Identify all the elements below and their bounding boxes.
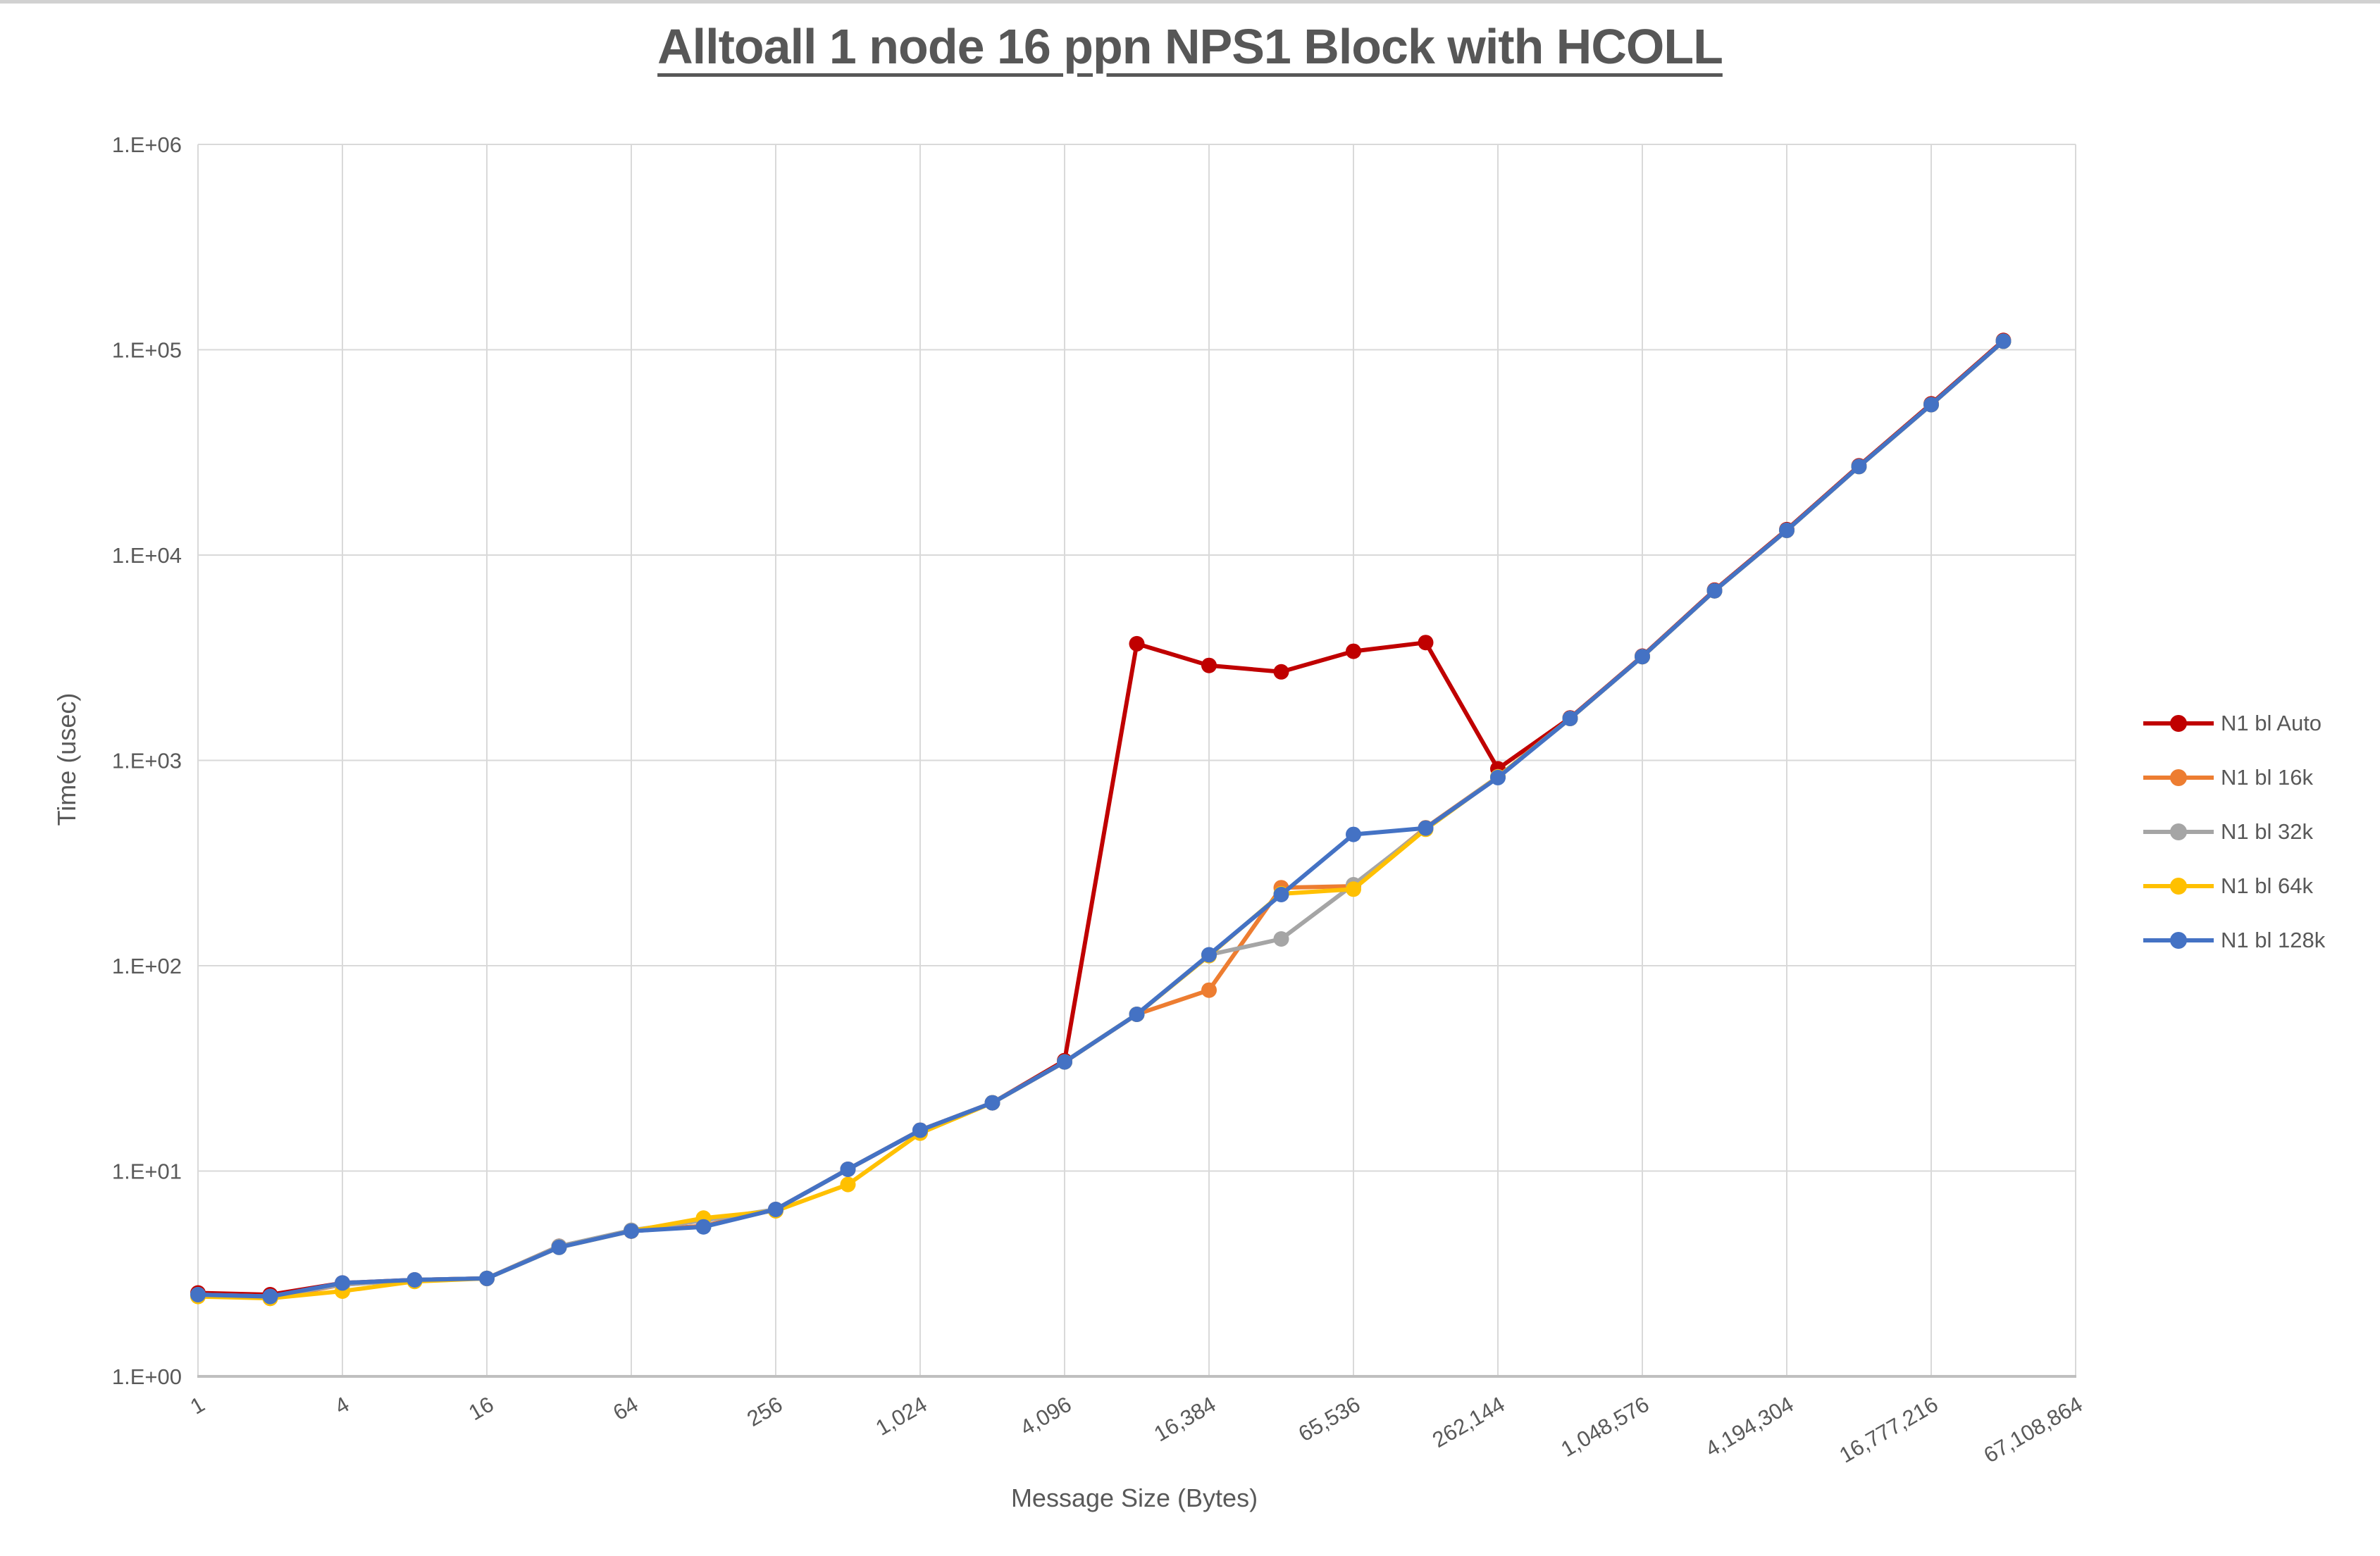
legend-item: N1 bl 16k (2143, 750, 2376, 804)
series-line-n1-bl-128k (196, 339, 2006, 1299)
window-edge-strip (0, 0, 2380, 4)
y-tick-label: 1.E+00 (112, 1364, 182, 1389)
series-marker-n1-bl-128k (984, 1095, 1000, 1111)
series-marker-n1-bl-128k (335, 1275, 350, 1291)
series-marker-n1-bl-128k (479, 1270, 495, 1286)
series-marker-n1-bl-128k (1346, 826, 1361, 842)
y-tick-label: 1.E+06 (112, 132, 182, 157)
legend-item: N1 bl Auto (2143, 696, 2376, 750)
series-marker-n1-bl-auto (1273, 664, 1289, 680)
series-marker-n1-bl-128k (190, 1287, 206, 1302)
series-marker-n1-bl-128k (624, 1223, 639, 1239)
x-tick-label: 4,194,304 (1702, 1392, 1798, 1462)
series-marker-n1-bl-64k (840, 1176, 856, 1193)
y-tick-label: 1.E+02 (112, 954, 182, 978)
x-tick-label: 256 (743, 1392, 786, 1431)
series-marker-n1-bl-128k (1851, 459, 1867, 475)
legend-swatch-icon (2143, 823, 2214, 840)
series-marker-n1-bl-128k (1562, 711, 1578, 726)
x-tick-label: 4 (330, 1392, 353, 1419)
legend-item: N1 bl 64k (2143, 859, 2376, 913)
legend-item-label: N1 bl Auto (2221, 710, 2322, 735)
series-marker-n1-bl-128k (1706, 583, 1723, 599)
x-axis-title: Message Size (Bytes) (1010, 1483, 1258, 1512)
x-tick-label: 1,048,576 (1557, 1392, 1654, 1462)
series-marker-n1-bl-128k (1995, 333, 2012, 349)
x-tick-label: 16,777,216 (1835, 1392, 1942, 1468)
series-line-n1-bl-16k (196, 339, 2006, 1301)
legend-swatch-icon (2143, 877, 2214, 895)
x-tick-label: 262,144 (1428, 1392, 1509, 1452)
x-tick-label: 16 (464, 1392, 497, 1426)
series-marker-n1-bl-128k (1057, 1054, 1072, 1070)
series-marker-n1-bl-128k (1490, 769, 1506, 785)
x-tick-label: 16,384 (1150, 1392, 1220, 1447)
x-tick-label: 1 (186, 1392, 209, 1419)
legend-swatch-icon (2143, 931, 2214, 949)
series-marker-n1-bl-128k (1129, 1007, 1145, 1022)
x-tick-label: 4,096 (1016, 1392, 1076, 1440)
chart-title: Alltoall 1 node 16 ppn NPS1 Block with H… (657, 19, 1723, 74)
legend-item: N1 bl 32k (2143, 804, 2376, 859)
y-tick-label: 1.E+01 (112, 1159, 182, 1184)
legend-item-label: N1 bl 64k (2221, 873, 2313, 898)
series-line-n1-bl-32k (196, 339, 2006, 1299)
series-marker-n1-bl-128k (1635, 649, 1650, 665)
legend-item-label: N1 bl 128k (2221, 927, 2326, 952)
series-marker-n1-bl-auto (1129, 635, 1145, 652)
x-tick-label: 64 (609, 1392, 642, 1426)
series-marker-n1-bl-16k (1201, 982, 1217, 998)
legend-item: N1 bl 128k (2143, 913, 2376, 967)
x-tick-label: 67,108,864 (1980, 1392, 2087, 1468)
legend: N1 bl Auto N1 bl 16k N1 bl 32k N1 bl 64k N1 … (2143, 696, 2376, 967)
series-marker-n1-bl-128k (768, 1202, 783, 1217)
series-marker-n1-bl-auto (1418, 635, 1434, 651)
series-marker-n1-bl-64k (1346, 881, 1361, 897)
x-tick-label: 65,536 (1294, 1392, 1365, 1447)
series-marker-n1-bl-128k (1418, 820, 1434, 836)
series-marker-n1-bl-128k (1779, 522, 1795, 538)
series-line-n1-bl-64k (196, 339, 2006, 1301)
series-marker-n1-bl-128k (695, 1219, 712, 1235)
legend-item-label: N1 bl 32k (2221, 819, 2313, 844)
legend-swatch-icon (2143, 768, 2214, 786)
legend-item-label: N1 bl 16k (2221, 764, 2313, 790)
y-tick-label: 1.E+04 (112, 543, 182, 568)
series-marker-n1-bl-128k (262, 1288, 278, 1305)
series-marker-n1-bl-128k (840, 1162, 856, 1177)
series-line-n1-bl-auto (196, 338, 2006, 1297)
y-tick-label: 1.E+03 (112, 749, 182, 773)
series-marker-n1-bl-128k (1923, 397, 1939, 413)
x-tick-label: 1,024 (872, 1392, 931, 1440)
series-marker-n1-bl-128k (551, 1239, 567, 1255)
series-marker-n1-bl-auto (1346, 643, 1361, 659)
series-marker-n1-bl-128k (407, 1272, 423, 1288)
series-marker-n1-bl-auto (1201, 657, 1217, 673)
series-marker-n1-bl-128k (1201, 947, 1217, 963)
legend-swatch-icon (2143, 714, 2214, 732)
y-tick-label: 1.E+05 (112, 338, 182, 363)
series-marker-n1-bl-128k (912, 1122, 928, 1138)
series-marker-n1-bl-128k (1273, 887, 1289, 902)
series-marker-n1-bl-32k (1273, 931, 1289, 947)
